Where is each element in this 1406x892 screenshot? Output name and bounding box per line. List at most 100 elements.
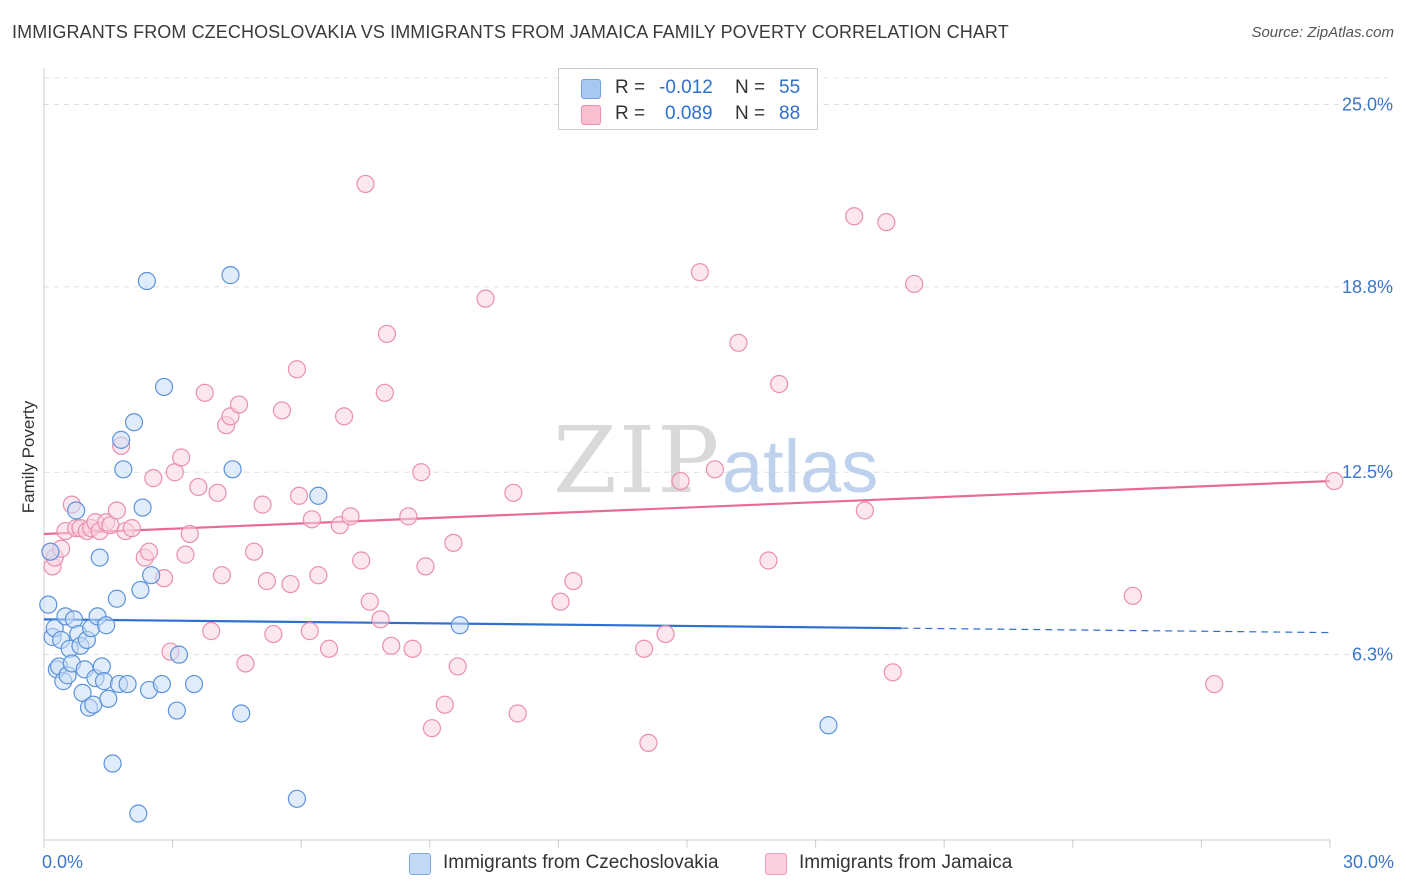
data-point <box>435 695 454 714</box>
data-point <box>412 463 431 482</box>
bottom-legend-label: Immigrants from Jamaica <box>799 852 1013 873</box>
data-point <box>212 566 231 585</box>
x-tick-label-min: 0.0% <box>42 852 84 872</box>
data-point <box>167 701 186 720</box>
data-point <box>253 495 272 514</box>
x-tick-label-max: 30.0% <box>1342 852 1394 872</box>
data-point <box>67 501 86 520</box>
data-point <box>229 395 249 414</box>
data-point <box>39 595 58 614</box>
data-point <box>819 716 838 735</box>
data-point <box>287 360 307 379</box>
trend-line <box>43 618 902 630</box>
data-point <box>855 501 874 520</box>
y-tick-label: 25.0% <box>1342 94 1393 114</box>
data-point <box>94 672 114 691</box>
data-point <box>154 377 174 397</box>
data-point <box>272 401 292 420</box>
trend-lines <box>43 479 1331 634</box>
data-point <box>264 624 283 644</box>
data-point <box>1325 471 1344 491</box>
watermark-zip: ZIP <box>553 407 721 514</box>
data-point <box>399 507 418 526</box>
data-point <box>112 430 131 449</box>
data-point <box>403 639 422 658</box>
data-point <box>845 207 864 226</box>
gridlines <box>44 77 1392 656</box>
data-point <box>334 407 354 426</box>
legend-r-value: -0.012 <box>659 77 713 98</box>
data-point <box>133 498 152 517</box>
data-point <box>877 213 896 232</box>
data-point <box>99 689 118 708</box>
data-point <box>139 542 159 561</box>
y-tick-label: 6.3% <box>1352 645 1393 665</box>
data-point <box>883 663 902 682</box>
axes <box>43 68 1331 848</box>
data-point <box>508 704 527 723</box>
data-point <box>131 580 150 600</box>
data-point <box>176 545 195 564</box>
data-points <box>39 174 1344 823</box>
data-point <box>444 533 463 552</box>
data-point <box>360 592 379 611</box>
trend-line-extension <box>901 627 1331 634</box>
data-point <box>905 274 924 294</box>
data-point <box>184 674 204 694</box>
data-point <box>118 674 137 694</box>
chart-title: IMMIGRANTS FROM CZECHOSLOVAKIA VS IMMIGR… <box>12 22 1009 42</box>
legend-r-label: R = <box>615 77 646 98</box>
source-credit: Source: ZipAtlas.com <box>1251 24 1394 41</box>
data-point <box>244 542 264 561</box>
data-point <box>656 624 675 644</box>
data-point <box>476 289 495 308</box>
data-point <box>504 483 523 502</box>
data-point <box>41 542 60 561</box>
data-point <box>172 448 191 467</box>
y-tick-labels: 6.3% 12.5% 18.8% 25.0% <box>1342 94 1393 664</box>
correlation-legend: R = -0.012 N = 55 R = 0.089 N = 88 <box>558 68 818 130</box>
legend-r-label: R = <box>615 103 646 124</box>
bottom-legend-swatch-czechoslovakia <box>409 853 431 875</box>
data-point <box>448 657 467 676</box>
data-point <box>287 789 307 808</box>
data-point <box>124 413 144 432</box>
data-point <box>309 566 328 585</box>
data-point <box>371 610 390 629</box>
data-point <box>97 616 116 635</box>
bottom-legend-label: Immigrants from Czechoslovakia <box>443 852 719 873</box>
data-point <box>195 383 214 402</box>
data-point <box>180 524 199 544</box>
data-point <box>114 460 133 479</box>
legend-n-value: 88 <box>779 103 801 124</box>
data-point <box>257 571 277 591</box>
data-point <box>341 507 360 526</box>
data-point <box>375 383 394 402</box>
data-point <box>422 719 442 738</box>
data-point <box>107 501 126 520</box>
data-point <box>309 486 328 505</box>
data-point <box>1205 674 1224 694</box>
data-point <box>208 483 227 502</box>
data-point <box>759 551 778 570</box>
data-point <box>352 551 371 570</box>
data-point <box>169 645 189 664</box>
data-point <box>770 374 789 394</box>
data-point <box>635 639 654 658</box>
legend-n-value: 55 <box>779 77 801 98</box>
watermark: ZIP atlas <box>553 407 878 514</box>
data-point <box>639 733 658 753</box>
watermark-atlas: atlas <box>722 425 878 508</box>
data-point <box>103 754 122 773</box>
y-tick-label: 12.5% <box>1342 462 1393 482</box>
legend-r-value: 0.089 <box>665 103 713 124</box>
data-point <box>137 271 156 291</box>
data-point <box>705 460 724 479</box>
data-point <box>382 636 401 655</box>
y-tick-label: 18.8% <box>1342 277 1393 297</box>
data-point <box>189 477 208 497</box>
data-point <box>319 639 339 658</box>
data-point <box>289 486 309 505</box>
data-point <box>1123 586 1142 605</box>
data-point <box>144 469 163 488</box>
